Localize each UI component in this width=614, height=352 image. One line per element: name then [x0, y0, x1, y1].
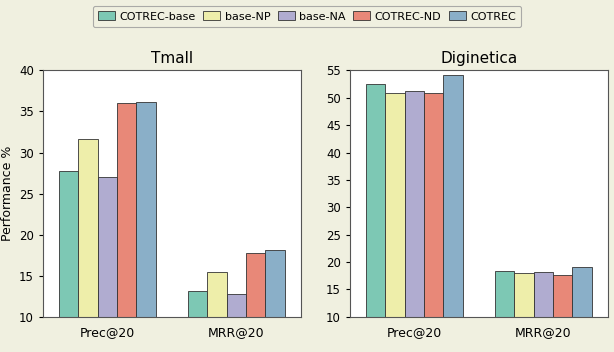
- Bar: [515, 273, 534, 352]
- Bar: [59, 171, 79, 352]
- Title: Tmall: Tmall: [151, 51, 193, 67]
- Bar: [424, 93, 443, 352]
- Bar: [495, 271, 515, 352]
- Bar: [98, 177, 117, 352]
- Bar: [117, 103, 136, 352]
- Title: Diginetica: Diginetica: [440, 51, 518, 67]
- Legend: COTREC-base, base-NP, base-NA, COTREC-ND, COTREC: COTREC-base, base-NP, base-NA, COTREC-ND…: [93, 6, 521, 27]
- Bar: [208, 272, 227, 352]
- Bar: [246, 253, 265, 352]
- Bar: [79, 139, 98, 352]
- Y-axis label: Performance %: Performance %: [1, 146, 14, 241]
- Bar: [227, 294, 246, 352]
- Bar: [553, 275, 572, 352]
- Bar: [572, 267, 592, 352]
- Bar: [136, 102, 156, 352]
- Bar: [265, 250, 285, 352]
- Bar: [405, 91, 424, 352]
- Bar: [534, 272, 553, 352]
- Bar: [188, 290, 208, 352]
- Bar: [386, 93, 405, 352]
- Bar: [443, 75, 463, 352]
- Bar: [366, 83, 386, 352]
